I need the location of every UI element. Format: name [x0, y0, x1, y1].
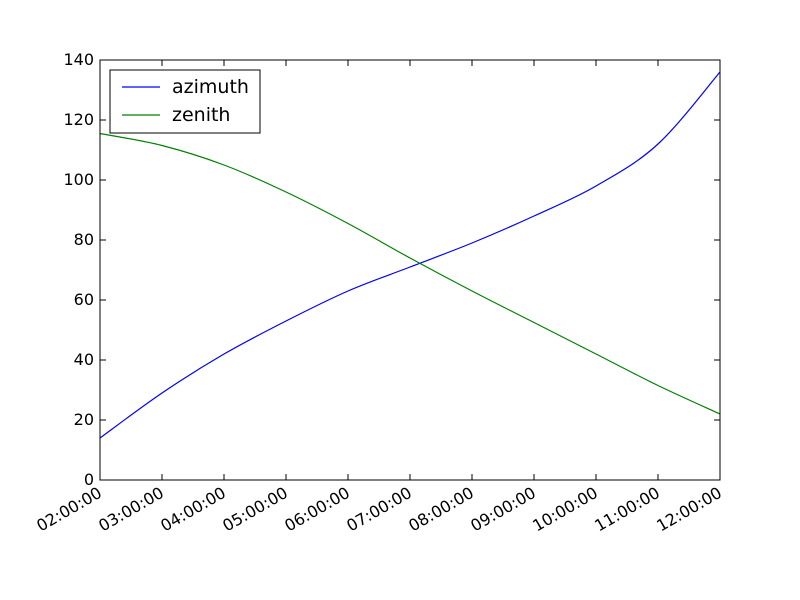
- series-layer: [99, 71, 721, 439]
- y-tick-label-140: 140: [63, 50, 94, 69]
- plot-area-frame: [99, 59, 721, 481]
- y-tick-label-20: 20: [74, 410, 94, 429]
- y-tick-label-60: 60: [74, 290, 94, 309]
- series-line-zenith: [99, 132, 721, 415]
- y-tick-label-100: 100: [63, 170, 94, 189]
- legend-label-azimuth: azimuth: [172, 76, 249, 98]
- y-tick-label-80: 80: [74, 230, 94, 249]
- y-tick-label-120: 120: [63, 110, 94, 129]
- legend-frame: [109, 69, 261, 134]
- y-tick-label-40: 40: [74, 350, 94, 369]
- legend-label-zenith: zenith: [172, 104, 230, 126]
- legend: azimuth zenith: [109, 69, 261, 134]
- series-line-azimuth: [99, 71, 721, 439]
- y-tick-label-0: 0: [84, 470, 94, 489]
